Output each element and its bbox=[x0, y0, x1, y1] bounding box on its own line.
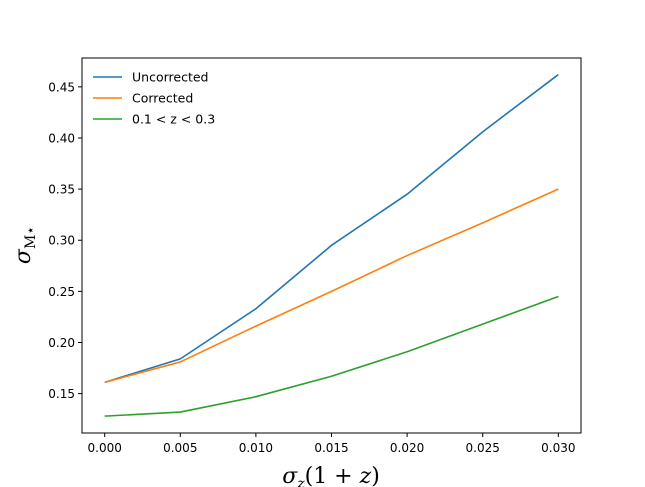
x-tick-label: 0.015 bbox=[314, 441, 348, 455]
x-tick-label: 0.010 bbox=[239, 441, 273, 455]
series-line-1 bbox=[104, 188, 559, 384]
y-axis-label: σM⋆ bbox=[11, 226, 39, 264]
x-tick-label: 0.005 bbox=[163, 441, 197, 455]
legend-label-2: 0.1 < z < 0.3 bbox=[132, 112, 215, 127]
x-tick-label: 0.000 bbox=[88, 441, 122, 455]
x-tick-label: 0.030 bbox=[541, 441, 575, 455]
x-axis-ticks: 0.000 0.005 0.010 0.015 0.020 0.025 0.030 bbox=[88, 433, 575, 455]
series-line-0 bbox=[104, 73, 559, 384]
y-axis-ticks: 0.15 0.20 0.25 0.30 0.35 0.40 0.45 bbox=[48, 80, 82, 401]
legend: Uncorrected Corrected 0.1 < z < 0.3 bbox=[93, 70, 215, 127]
y-tick-label: 0.35 bbox=[48, 183, 75, 197]
y-tick-label: 0.30 bbox=[48, 234, 75, 248]
series-layer bbox=[104, 73, 559, 417]
x-axis-label: σz(1 + z) bbox=[282, 464, 380, 487]
y-tick-label: 0.15 bbox=[48, 387, 75, 401]
y-tick-label: 0.45 bbox=[48, 80, 75, 94]
y-tick-label: 0.40 bbox=[48, 131, 75, 145]
y-tick-label: 0.20 bbox=[48, 336, 75, 350]
x-tick-label: 0.025 bbox=[466, 441, 500, 455]
legend-label-1: Corrected bbox=[132, 91, 193, 106]
legend-label-0: Uncorrected bbox=[132, 70, 208, 85]
series-line-2 bbox=[104, 295, 559, 417]
y-tick-label: 0.25 bbox=[48, 285, 75, 299]
x-tick-label: 0.020 bbox=[390, 441, 424, 455]
